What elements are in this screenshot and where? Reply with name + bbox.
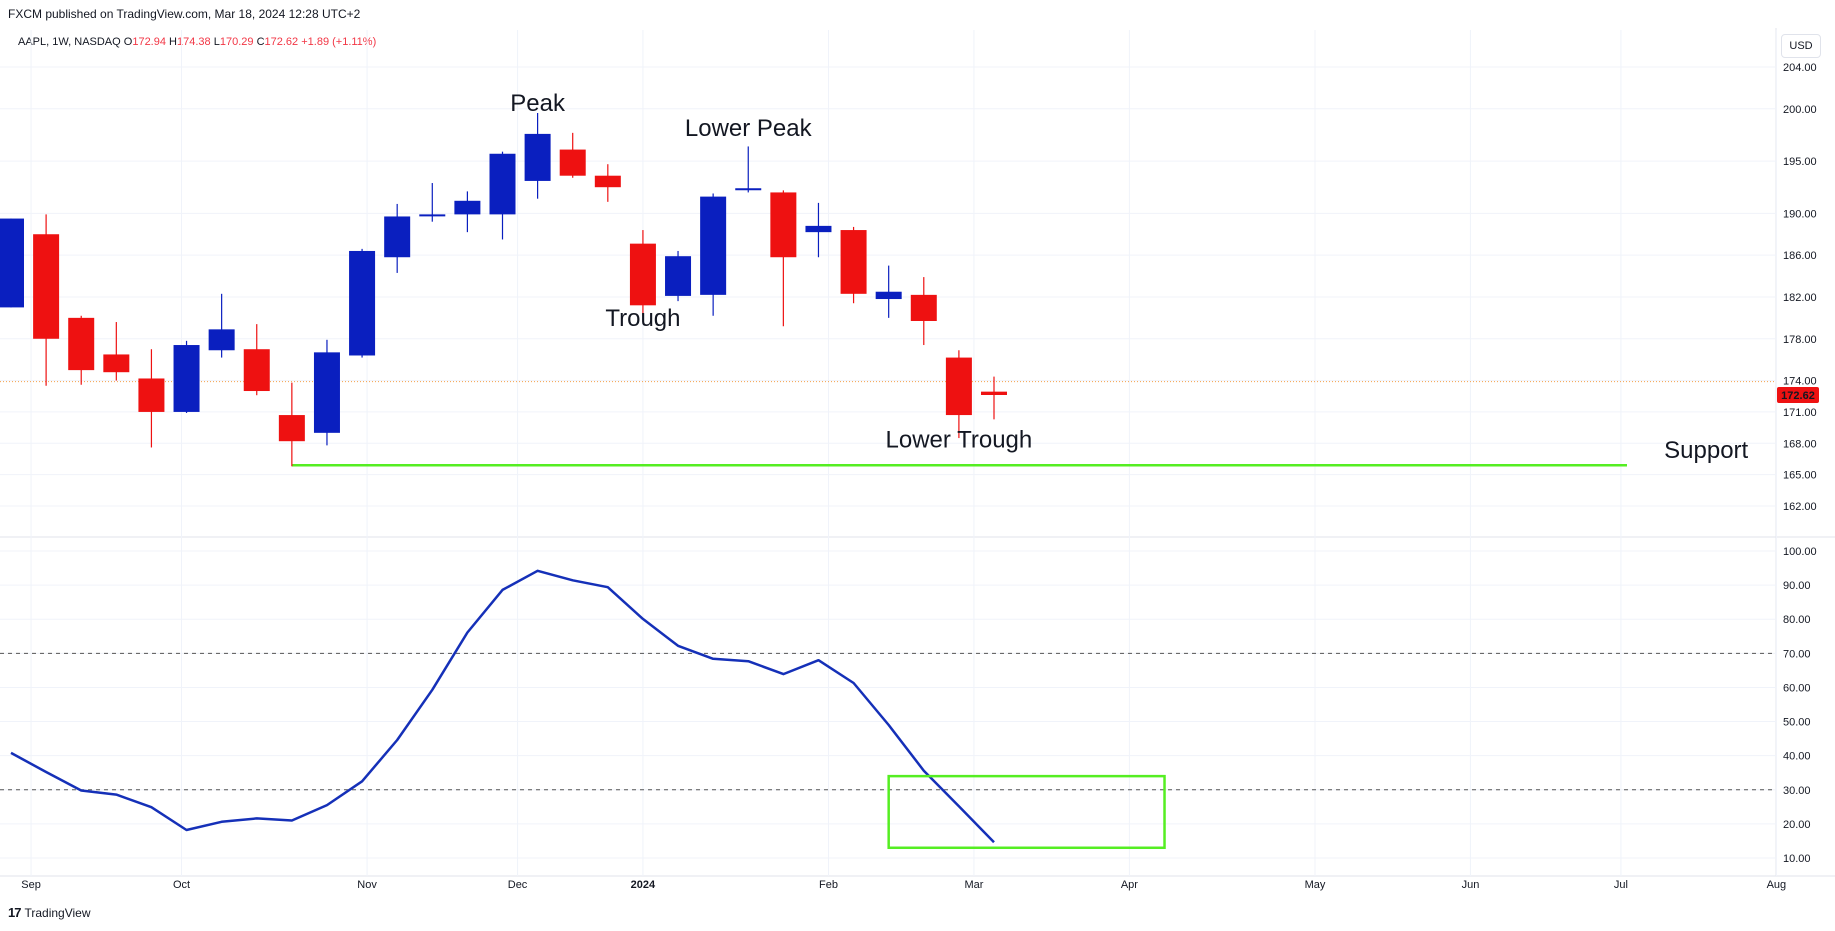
change-value: +1.89 (+1.11%) [301,36,377,48]
open-value: 172.94 [132,36,166,48]
oscillator-tick-label: 90.00 [1783,580,1811,592]
last-price-tag-label: 172.62 [1781,390,1815,402]
annotation-label: Lower Trough [886,426,1033,453]
candle-body[interactable] [208,329,235,351]
time-tick-label: Dec [508,879,528,891]
candle-body[interactable] [68,317,95,371]
candle-body[interactable] [278,415,305,442]
candle-body[interactable] [981,391,1007,395]
high-value: 174.38 [177,36,211,48]
low-label: L [213,36,220,48]
oscillator-tick-label: 70.00 [1783,648,1811,660]
oscillator-tick-label: 80.00 [1783,614,1811,626]
candle-body[interactable] [840,230,867,294]
candle-body[interactable] [770,192,797,258]
oscillator-tick-label: 50.00 [1783,717,1811,729]
close-value: 172.62 [264,36,299,48]
candle-body[interactable] [173,345,200,412]
price-tick-label: 171.00 [1783,407,1817,419]
oscillator-tick-label: 10.00 [1783,853,1811,865]
candle-body[interactable] [138,378,165,412]
oscillator-tick-label: 100.00 [1783,546,1817,558]
close-label: C [256,36,265,48]
annotation-label: Lower Peak [685,115,813,142]
oscillator-tick-label: 40.00 [1783,751,1811,763]
candle-body[interactable] [735,188,762,191]
time-tick-label: Jun [1462,879,1480,891]
price-tick-label: 165.00 [1783,470,1817,482]
tradingview-brand: TradingView [24,905,91,920]
candle-body[interactable] [313,352,340,433]
annotation-label: Support [1664,437,1748,464]
time-tick-label: Jul [1614,879,1628,891]
candle-body[interactable] [629,243,656,306]
candle-body[interactable] [384,216,411,258]
candle-body[interactable] [700,196,727,295]
candle-body[interactable] [489,153,516,215]
price-tick-label: 204.00 [1783,62,1817,74]
candle-body[interactable] [559,149,586,176]
candle-body[interactable] [454,200,481,215]
oversold-highlight-box[interactable] [887,774,1166,850]
time-tick-label: Apr [1121,879,1138,891]
price-tick-label: 178.00 [1783,334,1817,346]
candle-body[interactable] [349,250,376,356]
tradingview-logo[interactable]: 17 TradingView [8,905,91,920]
time-tick-label: Sep [21,879,41,891]
price-tick-label: 168.00 [1783,438,1817,450]
oscillator-tick-label: 60.00 [1783,682,1811,694]
open-label: O [123,36,133,48]
annotation-label: Peak [510,90,566,117]
candle-body[interactable] [419,214,446,217]
candle-body[interactable] [524,133,551,181]
price-tick-label: 195.00 [1783,156,1817,168]
candle-body[interactable] [805,225,832,233]
candle-body[interactable] [33,234,60,339]
candle-body[interactable] [103,354,130,373]
time-tick-label: Aug [1767,879,1787,891]
time-tick-label: 2024 [631,879,656,891]
price-tick-label: 200.00 [1783,104,1817,116]
price-tick-label: 174.00 [1783,376,1817,388]
last-price-tag [1777,386,1819,403]
time-tick-label: May [1305,879,1326,891]
price-tick-label: 186.00 [1783,250,1817,262]
oscillator-tick-label: 30.00 [1783,785,1811,797]
symbol-label[interactable]: AAPL, 1W, NASDAQ [18,36,121,48]
ohlc-legend: AAPL, 1W, NASDAQ O172.94 H174.38 L170.29… [18,36,376,48]
currency-button[interactable]: USD [1781,34,1821,58]
oscillator-tick-label: 20.00 [1783,819,1811,831]
candle-body[interactable] [243,349,270,392]
candle-body[interactable] [875,291,902,300]
high-label: H [169,36,177,48]
price-tick-label: 162.00 [1783,501,1817,513]
candle-body[interactable] [665,256,692,296]
candle-body[interactable] [594,175,621,188]
time-tick-label: Feb [819,879,838,891]
candle-body[interactable] [0,218,24,308]
low-value: 170.29 [219,36,254,48]
candle-body[interactable] [945,357,972,416]
price-tick-label: 182.00 [1783,292,1817,304]
time-tick-label: Nov [357,879,377,891]
candle-body[interactable] [910,294,937,321]
price-tick-label: 190.00 [1783,208,1817,220]
tradingview-logo-icon: 17 [8,905,22,920]
publisher-line: FXCM published on TradingView.com, Mar 1… [8,7,361,21]
time-tick-label: Mar [964,879,983,891]
oscillator-line[interactable] [10,569,995,844]
time-tick-label: Oct [173,879,190,891]
annotation-label: Trough [605,305,680,332]
